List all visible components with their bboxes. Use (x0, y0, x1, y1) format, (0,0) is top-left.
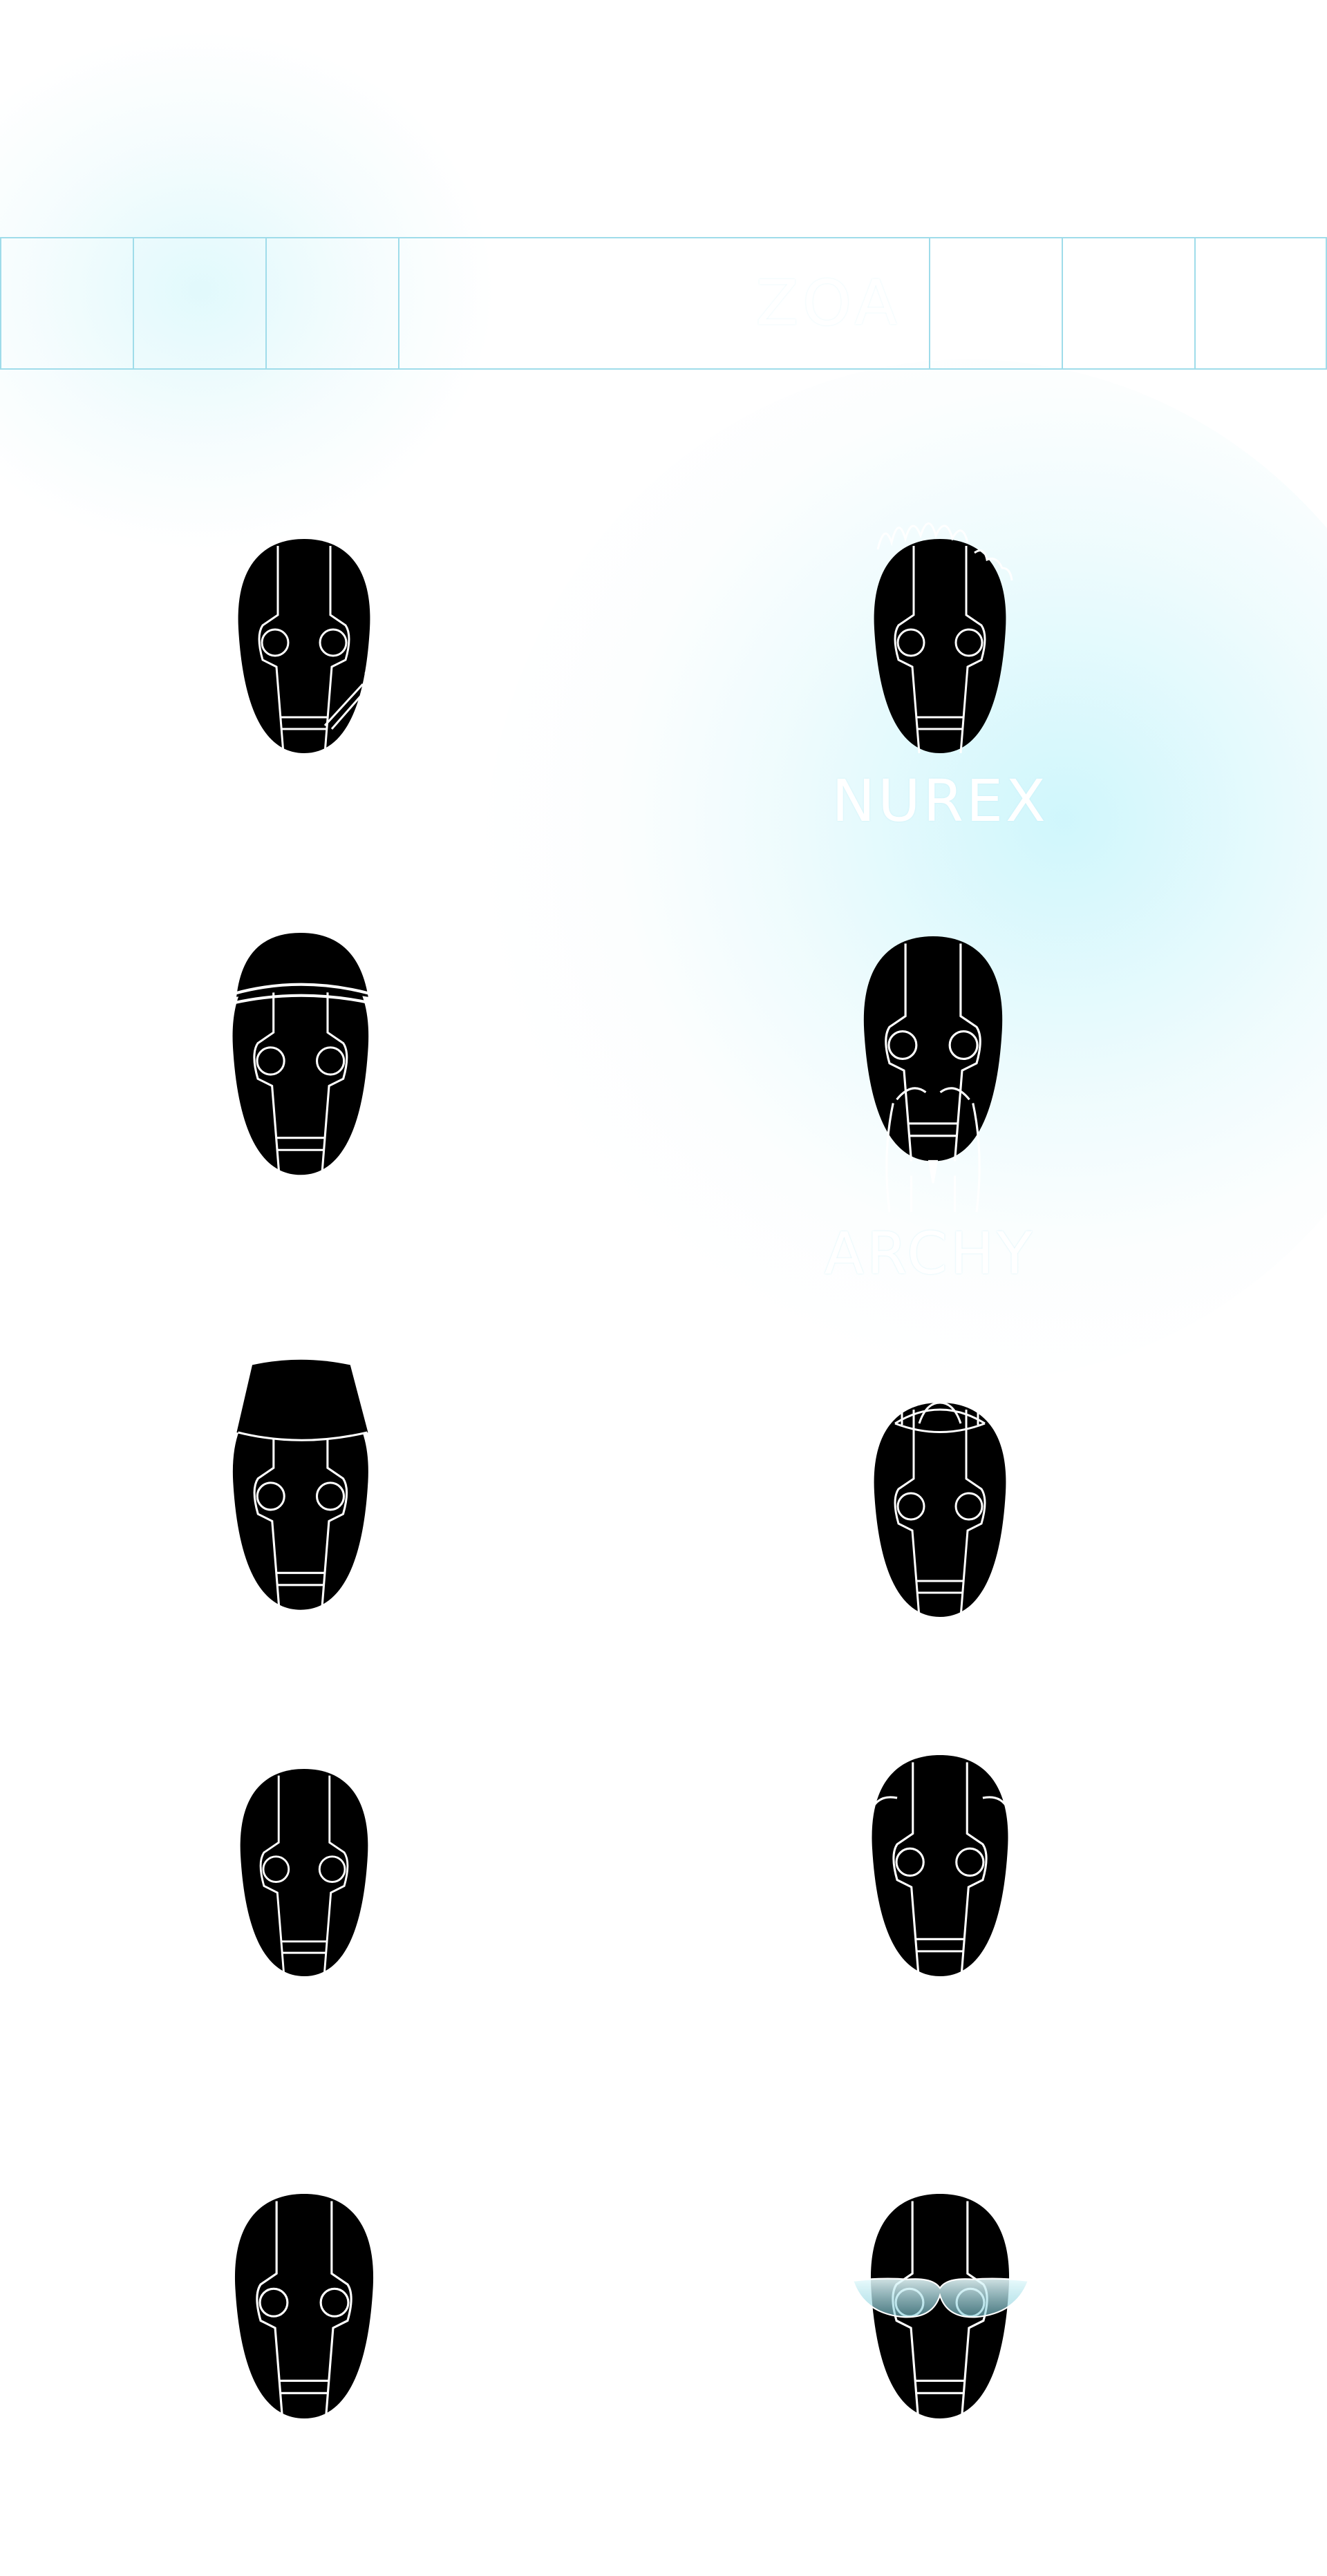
robot-mask-icon (237, 538, 371, 755)
robot-mask-icon (851, 2193, 1030, 2420)
top-grid-bar: ZOA (0, 237, 1327, 370)
character-card-5[interactable] (228, 1354, 380, 1617)
robot-mask-icon (231, 933, 370, 1176)
robot-mask-icon (232, 1359, 370, 1611)
character-name: ARCHY (824, 1220, 1035, 1287)
tie-icon (885, 1087, 981, 1213)
pipe-icon (323, 672, 370, 730)
beanie-icon (234, 933, 370, 1004)
robot-mask-icon (863, 935, 1004, 1213)
grid-cell (0, 238, 133, 368)
character-card-10[interactable] (851, 2193, 1030, 2420)
character-card-2[interactable]: NUREX (831, 504, 1046, 835)
sunglasses-icon (851, 2277, 1030, 2318)
robot-mask-icon (873, 522, 1013, 755)
fez-hat-icon (236, 1359, 368, 1441)
character-card-6[interactable] (867, 1389, 1013, 1618)
character-card-1[interactable] (232, 538, 377, 760)
character-card-3[interactable] (228, 933, 380, 1176)
brand-text: ZOA (755, 267, 901, 340)
grid-cell (265, 238, 398, 368)
grid-cell (133, 238, 265, 368)
helmet-icon (894, 1401, 986, 1433)
robot-mask-icon (870, 1754, 1010, 1978)
robot-mask-icon (239, 1768, 369, 1978)
character-card-4[interactable]: ARCHY (825, 935, 1032, 1287)
hair-strands-icon (871, 1796, 1009, 1810)
grid-cell-brand: ZOA (398, 238, 929, 368)
robot-mask-icon (873, 1401, 1007, 1618)
grid-cell (1194, 238, 1327, 368)
character-name: NUREX (831, 767, 1048, 835)
character-card-7[interactable] (235, 1768, 373, 1978)
character-card-8[interactable] (867, 1754, 1013, 1978)
grid-cell (1062, 238, 1194, 368)
curly-hair-icon (876, 522, 1013, 581)
character-card-9[interactable] (232, 2193, 377, 2420)
robot-mask-icon (234, 2193, 375, 2420)
grid-cell (929, 238, 1062, 368)
